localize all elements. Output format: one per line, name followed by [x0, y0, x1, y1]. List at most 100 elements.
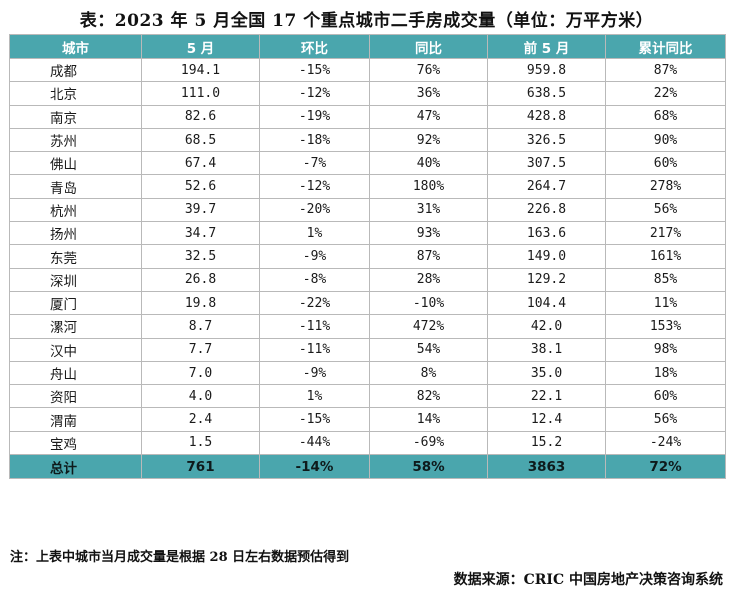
cell-city: 资阳 — [9, 384, 142, 409]
header-may: 5 月 — [141, 34, 260, 59]
cell-cumulative-yoy: 60% — [605, 151, 726, 176]
table-row: 漯河 8.7 -11% 472% 42.0 153% — [9, 314, 726, 339]
cell-cumulative-yoy: -24% — [605, 430, 726, 456]
cell-mom: -20% — [259, 197, 370, 223]
cell-yoy: 93% — [369, 221, 488, 246]
cell-city: 南京 — [9, 104, 142, 129]
table-row: 宝鸡 1.5 -44% -69% 15.2 -24% — [9, 430, 726, 456]
header-row: 城市 5 月 环比 同比 前 5 月 累计同比 — [9, 34, 726, 59]
footnote: 注：上表中城市当月成交量是根据 28 日左右数据预估得到 — [10, 550, 350, 565]
cell-cumulative-yoy: 217% — [605, 221, 726, 246]
cell-may: 67.4 — [141, 151, 260, 176]
cell-city: 漯河 — [9, 314, 142, 339]
cell-may: 39.7 — [141, 197, 260, 223]
cell-yoy: 54% — [369, 337, 488, 362]
cell-yoy: 87% — [369, 244, 488, 269]
cell-first5: 22.1 — [487, 384, 606, 409]
cell-mom: -8% — [259, 267, 370, 292]
cell-first5: 38.1 — [487, 337, 606, 362]
cell-cumulative-yoy: 56% — [605, 197, 726, 223]
cell-cumulative-yoy: 11% — [605, 290, 726, 316]
table-row: 成都 194.1 -15% 76% 959.8 87% — [9, 57, 726, 83]
cell-yoy: 180% — [369, 174, 488, 199]
cell-cumulative-yoy: 153% — [605, 314, 726, 339]
cell-city: 深圳 — [9, 267, 142, 292]
cell-cumulative-yoy: 87% — [605, 57, 726, 83]
cell-first5: 129.2 — [487, 267, 606, 292]
table-row: 扬州 34.7 1% 93% 163.6 217% — [9, 221, 726, 246]
cell-mom: -22% — [259, 290, 370, 316]
cell-city: 扬州 — [9, 221, 142, 246]
cell-first5: 264.7 — [487, 174, 606, 199]
cell-yoy: 92% — [369, 127, 488, 153]
cell-mom: -19% — [259, 104, 370, 129]
table-row: 杭州 39.7 -20% 31% 226.8 56% — [9, 197, 726, 223]
cell-yoy: -10% — [369, 290, 488, 316]
cell-first5: 163.6 — [487, 221, 606, 246]
cell-cumulative-yoy: 85% — [605, 267, 726, 292]
cell-first5: 149.0 — [487, 244, 606, 269]
cell-yoy: 14% — [369, 407, 488, 432]
table-row: 佛山 67.4 -7% 40% 307.5 60% — [9, 151, 726, 176]
cell-cumulative-yoy: 60% — [605, 384, 726, 409]
cell-first5: 12.4 — [487, 407, 606, 432]
cell-mom: -7% — [259, 151, 370, 176]
header-yoy: 同比 — [369, 34, 488, 59]
table-body: 成都 194.1 -15% 76% 959.8 87% 北京 111.0 -12% 36% 638.… — [9, 57, 726, 456]
transaction-table: 城市 5 月 环比 同比 前 5 月 累计同比 成都 194.1 -15% 76% 95… — [9, 34, 726, 480]
cell-may: 52.6 — [141, 174, 260, 199]
cell-cumulative-yoy: 18% — [605, 360, 726, 386]
header-cumulative-yoy: 累计同比 — [605, 34, 726, 59]
cell-mom: -11% — [259, 314, 370, 339]
cell-may: 1.5 — [141, 430, 260, 456]
cell-city: 苏州 — [9, 127, 142, 153]
cell-mom: -15% — [259, 407, 370, 432]
cell-may: 32.5 — [141, 244, 260, 269]
cell-first5: 638.5 — [487, 81, 606, 106]
table-row: 深圳 26.8 -8% 28% 129.2 85% — [9, 267, 726, 292]
cell-mom: -11% — [259, 337, 370, 362]
total-cumulative-yoy: 72% — [605, 454, 726, 480]
cell-city: 舟山 — [9, 360, 142, 386]
cell-mom: 1% — [259, 221, 370, 246]
cell-may: 4.0 — [141, 384, 260, 409]
header-mom: 环比 — [259, 34, 370, 59]
cell-mom: -44% — [259, 430, 370, 456]
table-row: 北京 111.0 -12% 36% 638.5 22% — [9, 81, 726, 106]
cell-city: 东莞 — [9, 244, 142, 269]
cell-city: 北京 — [9, 81, 142, 106]
cell-may: 111.0 — [141, 81, 260, 106]
cell-yoy: 40% — [369, 151, 488, 176]
table-row: 厦门 19.8 -22% -10% 104.4 11% — [9, 290, 726, 316]
total-may: 761 — [141, 454, 260, 480]
cell-yoy: -69% — [369, 430, 488, 456]
cell-first5: 959.8 — [487, 57, 606, 83]
cell-city: 宝鸡 — [9, 430, 142, 456]
cell-cumulative-yoy: 98% — [605, 337, 726, 362]
cell-city: 厦门 — [9, 290, 142, 316]
table-row: 东莞 32.5 -9% 87% 149.0 161% — [9, 244, 726, 269]
cell-first5: 326.5 — [487, 127, 606, 153]
table-row: 青岛 52.6 -12% 180% 264.7 278% — [9, 174, 726, 199]
header-city: 城市 — [9, 34, 142, 59]
cell-mom: -15% — [259, 57, 370, 83]
cell-cumulative-yoy: 278% — [605, 174, 726, 199]
cell-mom: -12% — [259, 81, 370, 106]
cell-yoy: 82% — [369, 384, 488, 409]
cell-cumulative-yoy: 22% — [605, 81, 726, 106]
cell-mom: -18% — [259, 127, 370, 153]
cell-yoy: 76% — [369, 57, 488, 83]
data-source: 数据来源：CRIC 中国房地产决策咨询系统 — [453, 572, 723, 588]
header-first5: 前 5 月 — [487, 34, 606, 59]
cell-may: 26.8 — [141, 267, 260, 292]
table-row: 资阳 4.0 1% 82% 22.1 60% — [9, 384, 726, 409]
cell-cumulative-yoy: 68% — [605, 104, 726, 129]
total-row: 总计 761 -14% 58% 3863 72% — [9, 454, 726, 480]
cell-may: 8.7 — [141, 314, 260, 339]
table-row: 渭南 2.4 -15% 14% 12.4 56% — [9, 407, 726, 432]
cell-first5: 428.8 — [487, 104, 606, 129]
cell-city: 佛山 — [9, 151, 142, 176]
cell-mom: -9% — [259, 244, 370, 269]
cell-cumulative-yoy: 56% — [605, 407, 726, 432]
cell-city: 青岛 — [9, 174, 142, 199]
